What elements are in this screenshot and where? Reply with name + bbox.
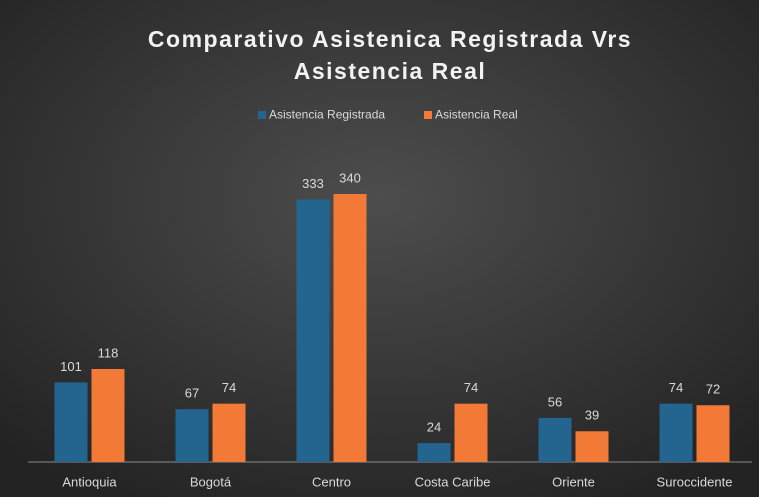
bar <box>212 403 246 462</box>
bar <box>417 443 451 462</box>
chart-title: Comparativo Asistenica Registrada Vrs <box>148 26 632 52</box>
bar <box>575 431 609 462</box>
data-label: 39 <box>585 408 599 423</box>
legend-label: Asistencia Real <box>435 108 518 122</box>
bar <box>538 417 572 462</box>
bar <box>454 403 488 462</box>
x-tick-label: Suroccidente <box>657 474 733 489</box>
data-label: 67 <box>185 386 199 401</box>
data-label: 333 <box>302 176 324 191</box>
data-label: 118 <box>98 345 119 360</box>
data-label: 72 <box>706 382 720 397</box>
bar <box>659 403 693 462</box>
x-tick-label: Centro <box>312 474 351 489</box>
data-label: 101 <box>60 359 82 374</box>
legend-label: Asistencia Registrada <box>269 108 385 122</box>
bar <box>54 382 88 462</box>
bar <box>175 409 209 462</box>
bar <box>333 194 367 462</box>
data-label: 24 <box>427 420 441 435</box>
legend-swatch <box>424 111 432 119</box>
legend-swatch <box>258 111 266 119</box>
x-tick-label: Oriente <box>552 474 595 489</box>
data-label: 340 <box>339 170 361 185</box>
data-label: 56 <box>548 394 562 409</box>
bar <box>91 368 125 462</box>
bar <box>696 405 730 462</box>
data-label: 74 <box>222 380 236 395</box>
bar <box>296 199 330 463</box>
data-label: 74 <box>464 380 478 395</box>
chart-title: Asistencia Real <box>294 58 487 84</box>
data-label: 74 <box>669 380 683 395</box>
x-tick-label: Costa Caribe <box>415 474 491 489</box>
x-tick-label: Antioquia <box>62 474 117 489</box>
x-tick-label: Bogotá <box>190 474 232 489</box>
